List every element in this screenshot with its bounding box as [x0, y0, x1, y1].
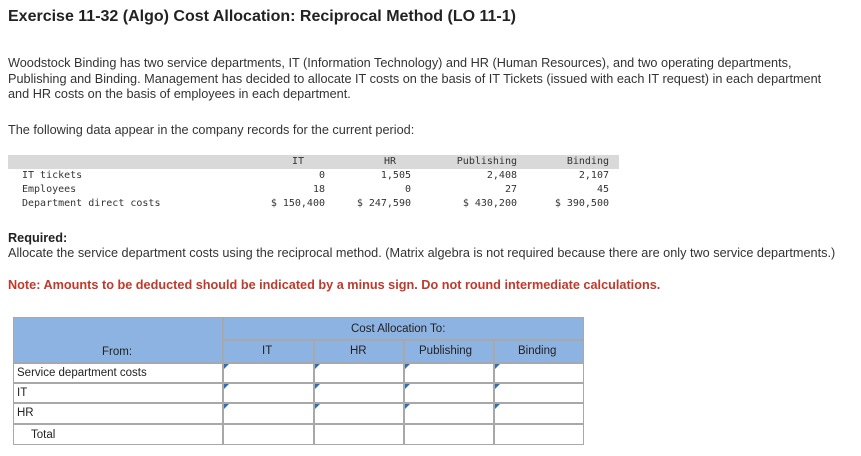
problem-intro: Woodstock Binding has two service depart… [8, 56, 822, 101]
data-cell: $ 390,500 [554, 198, 609, 209]
input-service-costs-it[interactable] [223, 363, 314, 383]
from-header-cell: From: [13, 317, 223, 363]
data-intro: The following data appear in the company… [8, 123, 415, 137]
data-cell: $ 430,200 [462, 198, 517, 209]
header-it: IT [291, 156, 305, 167]
input-service-costs-hr[interactable] [314, 363, 404, 383]
data-cell: 1,505 [380, 170, 411, 181]
cost-allocation-group-header: Cost Allocation To: [223, 317, 584, 340]
group-header-label: Cost Allocation To: [351, 323, 446, 335]
required-text: Allocate the service department costs us… [8, 246, 836, 260]
row-label-cell: Service department costs [13, 363, 223, 383]
column-label: Publishing [419, 345, 473, 357]
column-label: IT [262, 345, 273, 357]
required-heading: Required: [8, 231, 68, 245]
data-cell: 0 [404, 184, 411, 195]
input-hr-it[interactable] [223, 403, 314, 424]
row-label-cell: HR [13, 403, 223, 424]
input-it-it[interactable] [223, 383, 314, 403]
column-header-it: IT [223, 340, 314, 363]
row-label-cell: Total [13, 424, 223, 445]
input-it-publishing[interactable] [404, 383, 494, 403]
input-hr-binding[interactable] [494, 403, 584, 424]
column-header-publishing: Publishing [404, 340, 494, 363]
data-cell: $ 247,590 [356, 198, 411, 209]
row-label: Service department costs [17, 367, 147, 379]
total-binding [494, 424, 584, 445]
data-cell: 18 [312, 184, 325, 195]
row-label: IT tickets [22, 170, 83, 181]
data-cell: 45 [596, 184, 609, 195]
row-label: IT [17, 387, 28, 399]
data-cell: 2,408 [486, 170, 517, 181]
header-binding: Binding [566, 156, 609, 167]
data-cell: 27 [504, 184, 517, 195]
input-hr-publishing[interactable] [404, 403, 494, 424]
data-row-employees: Employees 18 0 27 45 [8, 183, 619, 197]
total-hr [314, 424, 404, 445]
row-label-cell: IT [13, 383, 223, 403]
header-publishing: Publishing [456, 156, 517, 167]
input-it-binding[interactable] [494, 383, 584, 403]
from-label: From: [102, 346, 133, 358]
column-header-binding: Binding [494, 340, 584, 363]
total-publishing [404, 424, 494, 445]
row-label: Total [31, 429, 56, 441]
data-cell: $ 150,400 [270, 198, 325, 209]
column-label: Binding [518, 345, 557, 357]
input-it-hr[interactable] [314, 383, 404, 403]
given-data-table: IT HR Publishing Binding IT tickets 0 1,… [8, 155, 619, 211]
row-label: HR [17, 407, 34, 419]
column-header-hr: HR [314, 340, 404, 363]
row-label: Department direct costs [22, 198, 161, 209]
data-row-it-tickets: IT tickets 0 1,505 2,408 2,107 [8, 169, 619, 183]
row-label: Employees [22, 184, 77, 195]
input-service-costs-binding[interactable] [494, 363, 584, 383]
data-row-direct-costs: Department direct costs $ 150,400 $ 247,… [8, 197, 619, 211]
total-it [223, 424, 314, 445]
data-cell: 2,107 [578, 170, 609, 181]
data-cell: 0 [318, 170, 325, 181]
column-label: HR [350, 345, 367, 357]
input-hr-hr[interactable] [314, 403, 404, 424]
header-hr: HR [383, 156, 397, 167]
exercise-title: Exercise 11-32 (Algo) Cost Allocation: R… [8, 8, 516, 25]
instruction-note: Note: Amounts to be deducted should be i… [8, 278, 661, 292]
input-service-costs-publishing[interactable] [404, 363, 494, 383]
given-data-header-row: IT HR Publishing Binding [8, 155, 619, 169]
